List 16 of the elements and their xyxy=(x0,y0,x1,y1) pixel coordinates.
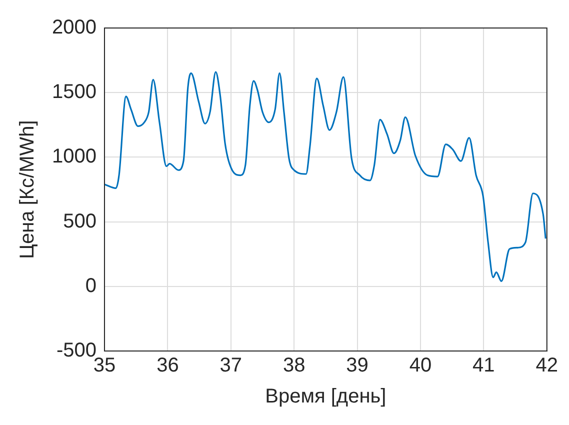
line-series xyxy=(104,71,546,282)
y-tick-label: 1500 xyxy=(52,81,96,104)
x-tick-label: 35 xyxy=(93,354,116,377)
x-tick-label: 41 xyxy=(472,354,495,377)
x-tick-label: 40 xyxy=(409,354,432,377)
y-axis-title: Цена [Кс/MWh] xyxy=(16,120,39,259)
y-tick-label: 1000 xyxy=(52,146,96,168)
y-tick-label: 500 xyxy=(63,210,96,232)
x-tick-label: 36 xyxy=(156,354,179,377)
x-tick-label: 42 xyxy=(536,354,558,377)
x-tick-label: 39 xyxy=(346,354,368,377)
x-tick-label: 37 xyxy=(220,354,242,377)
x-tick-label: 38 xyxy=(282,354,306,377)
y-tick-label: 2000 xyxy=(52,16,96,39)
y-tick-label: 0 xyxy=(85,274,96,297)
x-axis-title: Время [день] xyxy=(265,386,386,408)
